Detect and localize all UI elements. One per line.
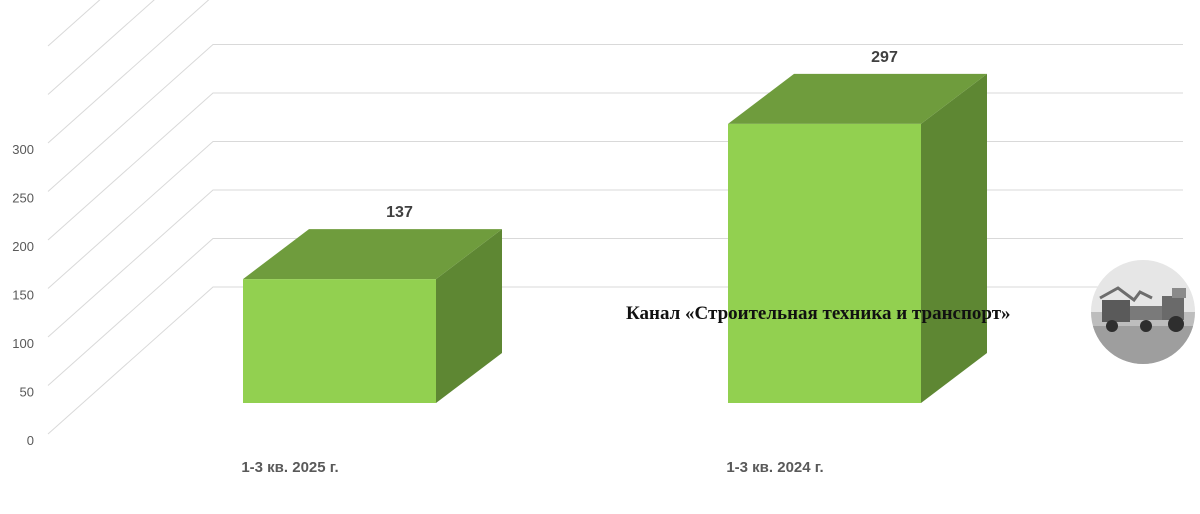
gridline xyxy=(47,0,101,47)
construction-vehicles-photo-icon xyxy=(1091,260,1195,364)
bars: 137 297 xyxy=(243,49,987,403)
gridline xyxy=(47,0,210,144)
y-tick-label: 200 xyxy=(12,239,34,254)
gridline xyxy=(47,141,1183,289)
bar-side xyxy=(921,73,987,403)
y-axis-ticks: 0 50 100 150 200 250 300 xyxy=(12,142,34,448)
gridlines xyxy=(47,0,1183,435)
y-tick-label: 250 xyxy=(12,191,34,206)
bar xyxy=(243,279,436,403)
data-label: 137 xyxy=(386,204,413,221)
y-tick-label: 50 xyxy=(20,385,34,400)
x-axis-categories: 1-3 кв. 2025 г. 1-3 кв. 2024 г. xyxy=(241,459,823,476)
gridline xyxy=(47,189,1183,338)
bar-top xyxy=(728,73,987,124)
gridline xyxy=(47,0,155,95)
bar-side xyxy=(436,229,502,403)
watermark-text: Канал «Строительная техника и транспорт» xyxy=(626,303,1011,324)
gridline xyxy=(47,92,1183,241)
y-tick-label: 300 xyxy=(12,142,34,157)
category-label: 1-3 кв. 2025 г. xyxy=(241,459,338,476)
gridline xyxy=(47,238,1183,386)
bar xyxy=(728,123,921,403)
watermark: Канал «Строительная техника и транспорт» xyxy=(626,260,1195,364)
y-tick-label: 100 xyxy=(12,336,34,351)
gridline xyxy=(47,44,1183,192)
bar-top xyxy=(243,229,502,280)
gridline xyxy=(47,286,1183,435)
category-label: 1-3 кв. 2024 г. xyxy=(726,459,823,476)
data-label: 297 xyxy=(871,49,898,66)
y-tick-label: 150 xyxy=(12,288,34,303)
y-tick-label: 0 xyxy=(27,433,34,448)
